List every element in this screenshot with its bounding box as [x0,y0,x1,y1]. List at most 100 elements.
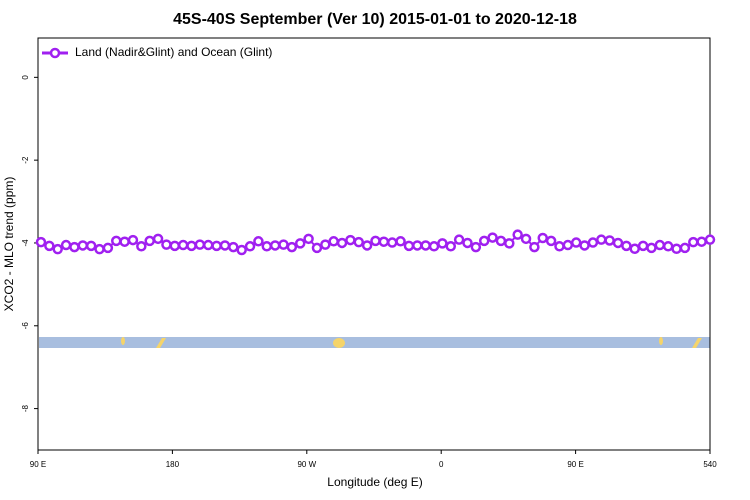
data-point [437,238,448,249]
data-point [85,240,97,252]
data-point [102,242,114,254]
data-point [704,234,716,245]
data-point [445,241,457,252]
chart-title: 45S-40S September (Ver 10) 2015-01-01 to… [173,11,577,28]
x-tick-label: 90 E [30,460,46,469]
data-point [478,235,490,247]
data-point [278,239,289,250]
land [659,337,663,345]
data-point [94,243,105,255]
data-point [136,241,147,252]
data-point [311,242,323,254]
land [121,337,125,345]
data-point [194,239,206,250]
data-point [320,239,331,250]
data-point [512,229,523,240]
land [692,338,702,348]
data-point [52,243,63,255]
data-point [629,243,640,255]
data-point [261,241,273,252]
data-point [169,240,181,252]
data-point [253,236,264,247]
data-point [554,241,565,252]
x-tick-label: 0 [439,460,444,469]
data-point [612,237,624,249]
data-point [403,240,415,252]
data-point [336,237,348,249]
data-point [328,236,339,247]
data-point [219,240,231,251]
x-tick-label: 180 [166,460,180,469]
land [156,338,166,348]
land [333,338,345,348]
data-point [236,244,247,256]
data-point [679,242,691,254]
data-point [44,240,55,252]
y-axis-label: XCO2 - MLO trend (ppm) [2,177,16,312]
data-point [487,232,498,243]
data-point [504,238,515,249]
data-point [60,239,72,251]
data-point [570,237,582,248]
data-point [604,235,615,246]
data-point [303,233,314,245]
data-point [69,241,80,253]
data-point [453,234,465,245]
data-point [596,234,607,245]
data-point [587,237,599,248]
data-point [378,236,390,247]
x-tick-label: 540 [703,460,717,469]
data-point [462,237,473,249]
data-point [688,236,699,248]
data-point [244,241,256,252]
data-point [35,236,47,248]
data-point [211,240,222,252]
data-point [662,241,674,252]
data-point [161,239,172,250]
data-point [395,236,406,247]
data-point [529,241,540,253]
data-point [646,242,657,254]
y-tick-label: -6 [21,322,30,330]
y-tick-label: -8 [21,404,30,412]
y-tick-label: 0 [21,75,30,80]
ocean-band [39,337,710,348]
data-point [269,240,281,251]
data-point [696,236,707,247]
data-point [286,241,298,253]
y-tick-label: -4 [21,239,30,247]
x-axis-label: Longitude (deg E) [327,475,422,489]
data-point [495,235,507,247]
data-point [127,234,139,246]
data-point [671,243,682,255]
x-tick-label: 90 E [567,460,583,469]
data-point [545,235,557,247]
data-point [186,240,197,252]
data-point [202,239,214,251]
data-point [144,235,155,247]
data-point [370,235,381,247]
data-point [294,238,306,249]
data-point [537,232,548,244]
data-point [470,241,482,253]
data-point [119,236,130,247]
x-tick-label: 90 W [297,460,316,469]
data-point [353,236,365,248]
data-point [420,240,431,251]
data-point [412,240,423,251]
data-point [621,240,632,252]
legend-marker [49,47,61,59]
data-point [562,239,574,251]
map-strip [39,337,710,348]
data-point [386,237,398,248]
y-tick-label: -2 [21,156,30,164]
data-point [111,235,122,247]
data-point [520,233,532,245]
data-point [77,240,89,251]
data-point [579,240,590,251]
legend-label: Land (Nadir&Glint) and Ocean (Glint) [75,45,272,59]
data-point [654,239,666,251]
data-point [152,233,164,245]
